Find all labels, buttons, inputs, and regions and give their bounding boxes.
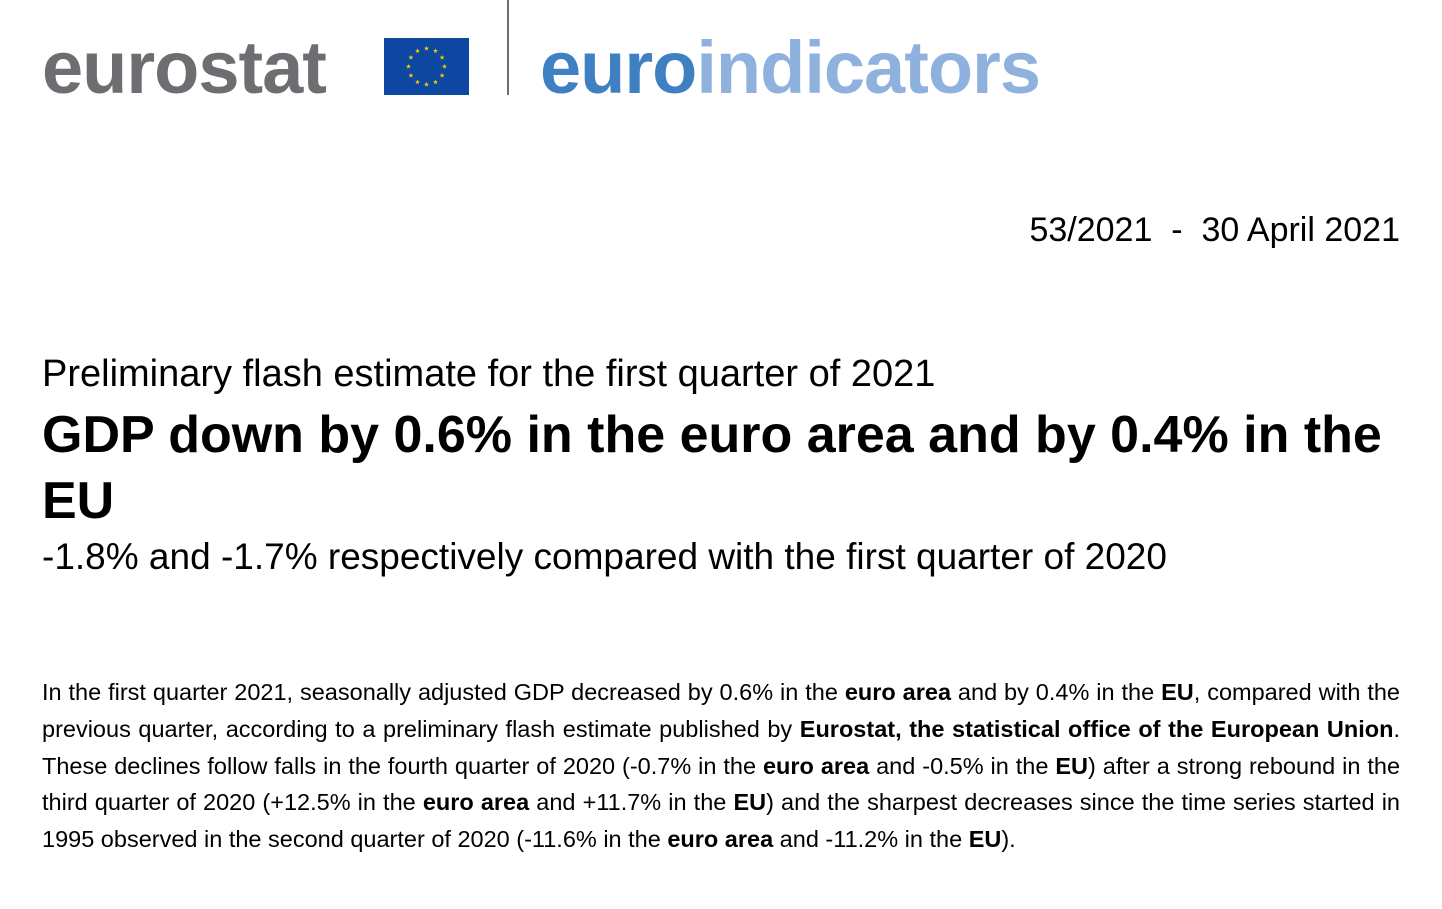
subheadline: -1.8% and -1.7% respectively compared wi… — [42, 536, 1167, 577]
body-bold-run: EU — [1161, 679, 1194, 705]
body-bold-run: EU — [733, 789, 767, 816]
flag-star-icon — [424, 81, 429, 87]
page-header: eurostat euroindicators — [0, 0, 1442, 120]
flag-star-icon — [415, 48, 420, 54]
eurostat-logo: eurostat — [42, 26, 327, 109]
release-reference: 53/2021 - 30 April 2021 — [1029, 208, 1400, 252]
release-number: 53/2021 — [1029, 211, 1153, 249]
release-separator: - — [1171, 211, 1183, 249]
kicker-title: Preliminary flash estimate for the first… — [42, 353, 936, 395]
body-bold-run: euro area — [844, 679, 952, 705]
release-date: 30 April 2021 — [1201, 211, 1401, 249]
header-divider — [507, 0, 509, 95]
body-paragraph: In the first quarter 2021, seasonally ad… — [42, 674, 1400, 858]
euroindicators-logo-part2: indicators — [696, 26, 1041, 109]
flag-star-icon — [439, 54, 445, 60]
headline: GDP down by 0.6% in the euro area and by… — [42, 406, 1382, 530]
body-bold-run: EU — [968, 826, 1002, 853]
body-text-run: and -11.2% in the — [773, 826, 969, 853]
flag-star-icon — [408, 72, 414, 78]
body-text-run: and +11.7% in the — [529, 789, 734, 816]
flag-star-icon — [406, 63, 411, 69]
eu-flag-icon — [384, 38, 469, 95]
body-text-run: ). — [1001, 826, 1016, 853]
body-bold-run: euro area — [762, 752, 870, 779]
body-bold-run: EU — [1055, 752, 1089, 779]
body-text-run: and -0.5% in the — [869, 752, 1056, 779]
body-text-run: ) and the sharpest decreases since the t… — [42, 789, 1400, 853]
body-text-run: In the first quarter 2021, seasonally ad… — [42, 679, 845, 705]
euroindicators-logo-part1: euro — [540, 26, 697, 109]
flag-star-icon — [408, 54, 414, 60]
body-text-run: and by 0.4% in the — [951, 679, 1162, 705]
flag-star-icon — [442, 63, 447, 69]
body-text-run: ) after a strong rebound in the third qu… — [42, 752, 1401, 816]
euroindicators-logo: euroindicators — [540, 22, 1041, 114]
body-bold-run: euro area — [422, 789, 530, 816]
body-bold-run: euro area — [667, 826, 774, 853]
flag-star-icon — [433, 79, 438, 85]
flag-star-icon — [424, 45, 429, 51]
body-text-run: . These declines follow falls in the fou… — [42, 715, 1400, 779]
body-text-run: , compared with the previous quarter, ac… — [42, 679, 1400, 742]
flag-star-icon — [439, 72, 445, 78]
flag-star-icon — [433, 48, 438, 54]
body-bold-run: Eurostat, the statistical office of the … — [799, 715, 1394, 742]
flag-star-icon — [415, 79, 420, 85]
